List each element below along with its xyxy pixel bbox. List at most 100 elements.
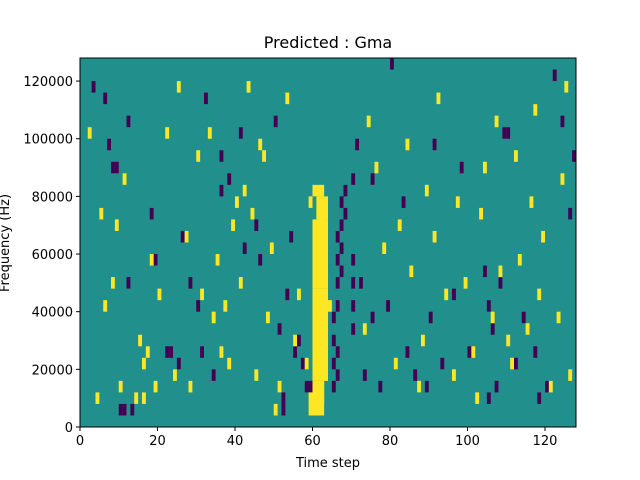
heatmap-cell-low [165,346,170,358]
heatmap-cell-high [312,380,325,416]
heatmap-cell-low [362,369,367,381]
heatmap-cell-low [502,127,507,139]
heatmap-cell-high [250,207,255,220]
heatmap-cell-low [428,311,433,324]
heatmap-cell-high [444,288,449,301]
heatmap-cell-low [359,277,363,289]
heatmap-cell-low [351,300,356,312]
heatmap-cell-high [122,173,127,185]
heatmap-cell-high [223,300,228,312]
heatmap-cell-low [483,265,487,278]
heatmap-cell-low [289,230,294,243]
heatmap-cell-high [114,219,119,231]
heatmap-cell-high [103,300,108,312]
x-tick-label: 0 [76,434,84,449]
x-axis-label: Time step [295,456,360,471]
heatmap-cell-high [506,334,511,347]
heatmap-cell-high [517,254,522,266]
heatmap-cell-low [227,173,232,185]
heatmap-cell-low [351,254,356,266]
x-tick-label: 20 [149,434,166,449]
x-axis: 0 20 40 60 80 100 120 [76,427,558,449]
heatmap-cell-low [130,403,135,416]
heatmap-cell-low [107,138,111,151]
heatmap-cell-low [219,184,224,197]
heatmap-cell-high [258,138,263,151]
heatmap-cell-high [533,104,538,116]
heatmap-cell-high [207,127,212,139]
heatmap-cell-high [463,277,468,289]
heatmap-cell-low [331,311,336,324]
heatmap-cell-low [424,380,429,393]
heatmap-cell-high [134,392,139,404]
heatmap-cell-high [184,230,189,243]
heatmap-cell-low [498,277,503,289]
heatmap-cell-low [211,369,216,381]
heatmap-cell-low [533,346,538,358]
x-tick-label: 120 [533,434,558,449]
heatmap-cell-high [111,277,115,289]
x-tick-label: 60 [304,434,321,449]
heatmap-cell-low [486,300,491,312]
heatmap-cell-high [432,230,437,243]
heatmap-cell-high [138,334,142,347]
heatmap-cell-low [254,219,259,231]
heatmap-cell-high [308,392,313,416]
heatmap-cell-low [196,300,201,312]
y-tick-label: 80000 [32,190,73,205]
heatmap-cell-low [91,81,96,93]
heatmap-cell-high [219,346,224,358]
x-tick-label: 100 [455,434,480,449]
heatmap-cell-high [231,219,235,231]
chart-title: Predicted : Gma [264,33,392,52]
heatmap-cell-high [277,380,282,393]
heatmap-cell-low [405,346,410,358]
heatmap-cell-low [351,173,356,185]
heatmap-cell-high [436,92,441,105]
heatmap-cell-low [486,392,491,404]
heatmap-cell-high [269,242,274,255]
y-tick-label: 60000 [32,248,73,263]
heatmap-cell-high [99,207,104,220]
heatmap-cell-low [355,138,359,151]
heatmap-cell-low [459,161,464,174]
heatmap-cell-low [331,334,336,347]
heatmap-cell-high [235,196,239,208]
heatmap-cell-low [277,323,282,335]
heatmap-cell-low [297,334,301,347]
heatmap-cell-high [273,403,278,416]
heatmap-cell-low [188,277,193,289]
heatmap-cell-high [374,161,379,174]
heatmap-cell-low [343,207,348,220]
heatmap-cell-high [312,288,328,381]
heatmap-cell-high [560,173,565,185]
heatmap-cell-high [142,392,146,404]
heatmap-cell-low [440,357,445,370]
heatmap-cell-high [417,380,421,393]
y-axis-label: Frequency (Hz) [0,194,13,292]
heatmap-cell-high [382,242,387,255]
heatmap-cell-high [145,346,150,358]
heatmap-cell-high [173,369,177,381]
heatmap-cell-high [479,207,483,220]
heatmap-cell-high [510,357,514,370]
heatmap-cell-high [297,288,301,301]
heatmap-cell-low [258,254,263,266]
heatmap-cell-high [568,369,573,381]
heatmap-cell-low [378,380,383,393]
heatmap-cell-low [153,254,158,266]
heatmap-cell-high [320,369,325,404]
heatmap-cell-low [572,150,576,162]
heatmap-cell-high [455,196,460,208]
heatmap-cell-low [219,150,224,162]
heatmap-cell-high [471,346,476,358]
heatmap-cell-high [452,369,456,381]
heatmap-cell-low [335,277,340,289]
plot-frame [79,57,577,428]
heatmap-cell-low [545,380,549,393]
heatmap-cell-low [331,357,336,370]
heatmap-cell-high [87,127,92,139]
heatmap-cell-low [176,357,181,370]
heatmap-cell-low [521,311,526,324]
